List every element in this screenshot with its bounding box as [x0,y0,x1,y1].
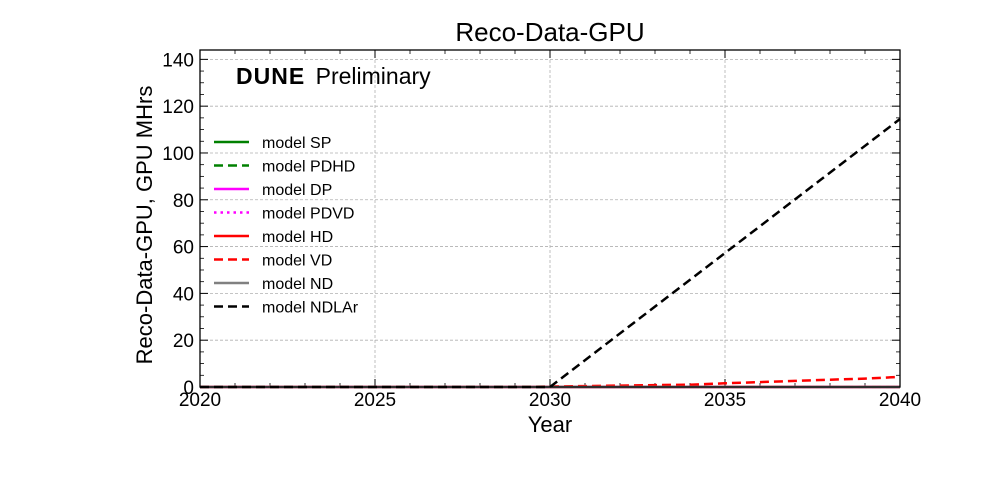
x-tick-label: 2025 [354,390,396,411]
y-tick-label: 80 [173,191,194,212]
legend-entry: model NDLAr [262,300,359,317]
legend: model SP model PDHD model DP model PDVD mode… [214,135,359,317]
x-tick-label: 2020 [179,390,221,411]
legend-entry: model ND [262,276,333,293]
legend-entry: model HD [262,229,333,246]
y-tick-label: 140 [162,50,194,71]
x-tick-label: 2030 [529,390,571,411]
y-tick-label: 60 [173,238,194,259]
x-tick-label: 2035 [704,390,746,411]
legend-entry: model DP [262,182,332,199]
y-tick-label: 40 [173,284,194,305]
legend-entry: model VD [262,253,332,270]
y-tick-label: 120 [162,97,194,118]
plot-frame [199,49,901,388]
y-tick-label: 20 [173,331,194,352]
legend-entry: model SP [262,135,331,152]
y-tick-label: 100 [162,144,194,165]
legend-entry: model PDVD [262,206,354,223]
x-axis-label: Year [528,412,572,437]
preliminary-text: Preliminary [316,63,432,89]
x-tick-label: 2040 [879,390,921,411]
y-tick-label: 0 [183,378,194,399]
legend-entry: model PDHD [262,159,355,176]
grid-lines [199,50,901,388]
y-axis-label: Reco-Data-GPU, GPU MHrs [132,86,157,365]
chart-title: Reco-Data-GPU [455,17,644,47]
dune-brand-text: DUNE [236,63,305,89]
dune-preliminary-label: DUNE Preliminary [236,63,431,89]
